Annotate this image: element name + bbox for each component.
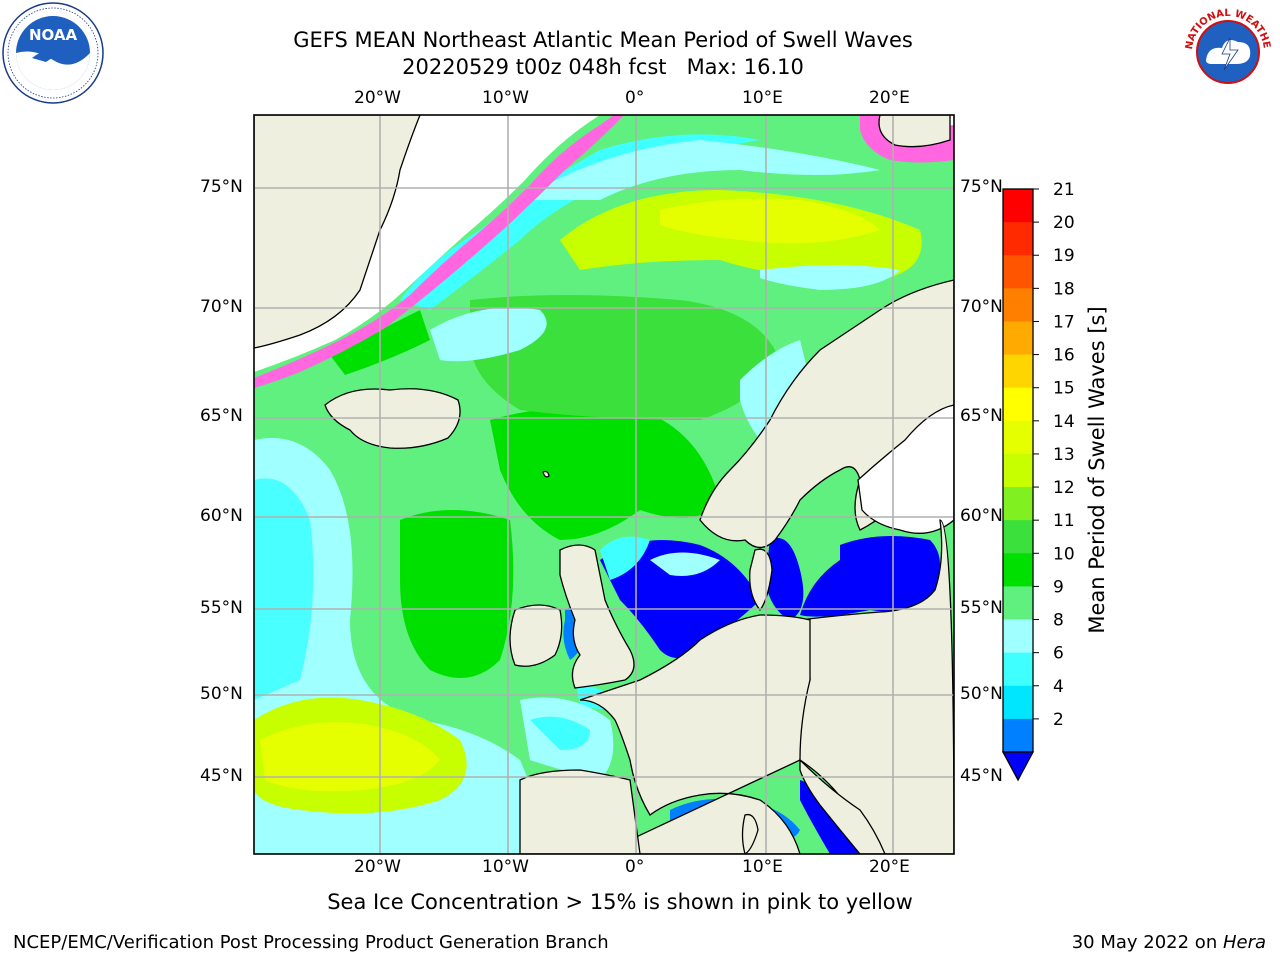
lat-label-left: 55°N — [200, 598, 243, 618]
lat-label-right: 55°N — [960, 598, 1003, 618]
colorbar-tick-label: 20 — [1053, 213, 1075, 233]
colorbar-swatch — [1003, 718, 1033, 753]
colorbar-swatch — [1003, 288, 1033, 322]
colorbar-swatch — [1003, 354, 1033, 389]
colorbar-tick-label: 10 — [1053, 544, 1075, 564]
colorbar-tick-label: 4 — [1053, 677, 1064, 697]
lat-label-left: 50°N — [200, 684, 243, 704]
lat-label-left: 65°N — [200, 406, 243, 426]
lon-label-top: 10°E — [742, 88, 783, 108]
colorbar-swatch — [1003, 453, 1033, 488]
land-masses — [254, 115, 954, 854]
colorbar-tick-label: 8 — [1053, 611, 1064, 631]
lon-label-bottom: 20°E — [869, 857, 910, 877]
footer-date-text: 30 May 2022 on — [1071, 932, 1223, 953]
footer-host: Hera — [1222, 932, 1266, 953]
colorbar-tick-label: 6 — [1053, 644, 1064, 664]
colorbar-tick-label: 2 — [1053, 710, 1064, 730]
lat-label-right: 60°N — [960, 506, 1003, 526]
colorbar-tick-label: 21 — [1053, 180, 1075, 200]
colorbar-swatch — [1003, 420, 1033, 455]
lat-label-right: 65°N — [960, 406, 1003, 426]
colorbar-swatch — [1003, 520, 1033, 554]
lat-label-right: 50°N — [960, 684, 1003, 704]
lat-label-right: 45°N — [960, 766, 1003, 786]
colorbar-tick-label: 18 — [1053, 279, 1075, 299]
lon-label-bottom: 10°E — [742, 857, 783, 877]
colorbar-swatch — [1003, 222, 1033, 256]
lat-label-left: 60°N — [200, 506, 243, 526]
lon-label-bottom: 20°W — [354, 857, 401, 877]
colorbar-swatch — [1003, 321, 1033, 356]
colorbar-swatch — [1003, 487, 1033, 521]
sea-ice-caption: Sea Ice Concentration > 15% is shown in … — [327, 890, 913, 914]
colorbar-tick-label: 19 — [1053, 246, 1075, 266]
lon-label-top: 20°E — [869, 88, 910, 108]
map-frame — [253, 114, 955, 855]
colorbar-swatch — [1003, 652, 1033, 687]
lat-label-left: 45°N — [200, 766, 243, 786]
colorbar-tick-label: 17 — [1053, 312, 1075, 332]
lon-label-top: 20°W — [354, 88, 401, 108]
colorbar-tick-label: 9 — [1053, 577, 1064, 597]
colorbar-swatch — [1003, 586, 1033, 621]
colorbar-swatch — [1003, 619, 1033, 654]
chart-title-line1: GEFS MEAN Northeast Atlantic Mean Period… — [293, 28, 913, 52]
nws-logo: NATIONAL WEATHER SERVICE — [1174, 0, 1278, 102]
footer-date: 30 May 2022 on Hera — [1072, 932, 1266, 953]
colorbar-swatch — [1003, 685, 1033, 720]
svg-text:NOAA: NOAA — [29, 26, 78, 44]
colorbar-tick-label: 12 — [1053, 478, 1075, 498]
lat-label-left: 75°N — [200, 177, 243, 197]
noaa-logo: NOAA — [2, 2, 104, 104]
chart-title-line2: 20220529 t00z 048h fcst Max: 16.10 — [402, 55, 804, 79]
colorbar-swatch — [1003, 255, 1033, 289]
graticule — [254, 115, 954, 854]
colorbar-tick-label: 11 — [1053, 511, 1075, 531]
colorbar-tick-label: 14 — [1053, 412, 1075, 432]
colorbar-extension — [1001, 751, 1035, 782]
colorbar: 21 20 19 18 17 16 15 14 13 12 11 10 9 8 6 4 2 — [1001, 180, 1075, 782]
lat-label-right: 70°N — [960, 297, 1003, 317]
footer-credit: NCEP/EMC/Verification Post Processing Pr… — [13, 932, 609, 953]
lat-label-left: 70°N — [200, 297, 243, 317]
lon-label-top: 10°W — [482, 88, 529, 108]
colorbar-swatch — [1003, 189, 1033, 223]
colorbar-frame — [1002, 188, 1034, 753]
lat-label-right: 75°N — [960, 177, 1003, 197]
colorbar-tick-label: 15 — [1053, 379, 1075, 399]
colorbar-swatch — [1003, 387, 1033, 422]
colorbar-tick-label: 13 — [1053, 445, 1075, 465]
colorbar-tick-label: 16 — [1053, 346, 1075, 366]
lon-label-bottom: 0° — [625, 857, 645, 877]
colorbar-swatch — [1003, 553, 1033, 587]
lon-label-top: 0° — [625, 88, 645, 108]
colorbar-title: Mean Period of Swell Waves [s] — [1085, 306, 1109, 634]
lon-label-bottom: 10°W — [482, 857, 529, 877]
